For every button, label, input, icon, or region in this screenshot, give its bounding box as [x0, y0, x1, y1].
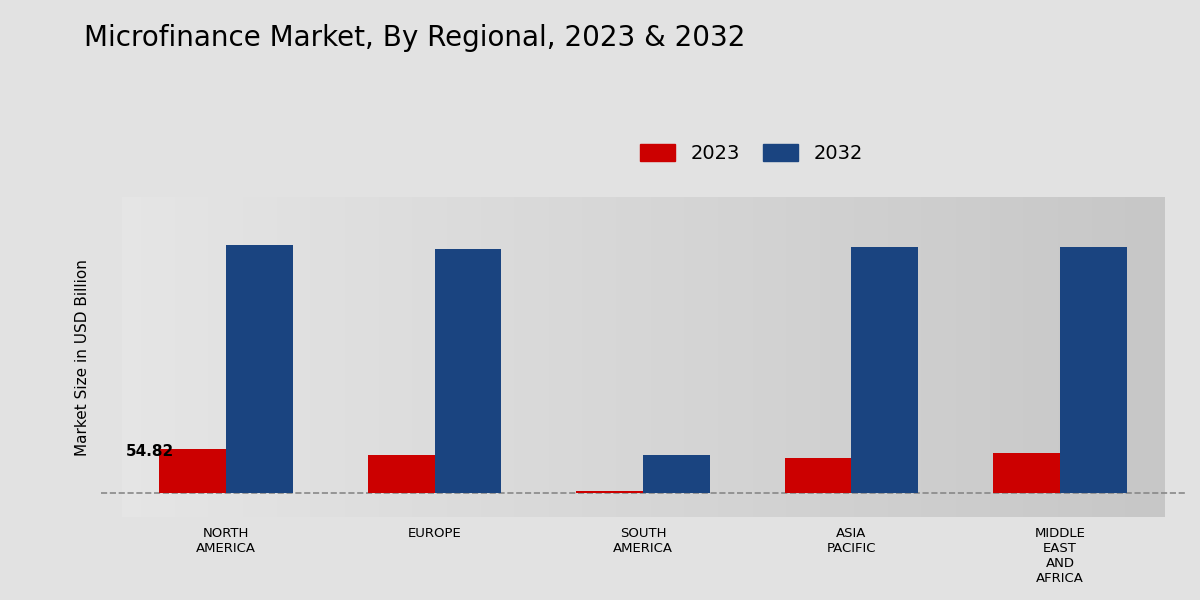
Bar: [1060, 247, 1127, 493]
Bar: [160, 449, 226, 493]
Bar: [643, 455, 709, 493]
Bar: [226, 245, 293, 493]
Bar: [368, 455, 434, 493]
Bar: [852, 247, 918, 493]
Text: Microfinance Market, By Regional, 2023 & 2032: Microfinance Market, By Regional, 2023 &…: [84, 24, 745, 52]
Y-axis label: Market Size in USD Billion: Market Size in USD Billion: [74, 259, 90, 455]
Bar: [994, 453, 1060, 493]
Legend: 2023, 2032: 2023, 2032: [632, 136, 871, 171]
Bar: [434, 249, 502, 493]
Bar: [785, 458, 852, 493]
Text: 54.82: 54.82: [126, 444, 174, 459]
Bar: [576, 491, 643, 493]
